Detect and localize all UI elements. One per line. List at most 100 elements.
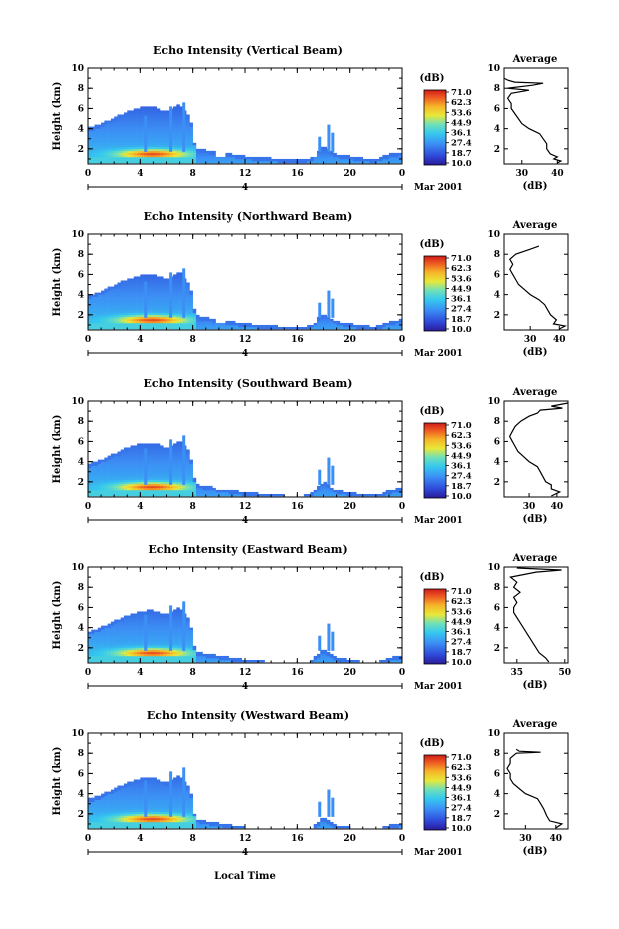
echo-cell — [192, 308, 197, 312]
echo-cell — [117, 785, 122, 788]
echo-cell — [163, 637, 167, 641]
echo-cell — [137, 633, 141, 637]
echo-cell — [159, 322, 164, 326]
echo-cell — [189, 314, 193, 318]
echo-cell — [133, 152, 138, 156]
echo-cell — [140, 659, 144, 663]
echo-cell — [97, 637, 102, 641]
echo-cell — [215, 326, 220, 330]
echo-cell — [114, 789, 118, 792]
echo-cell — [97, 819, 102, 823]
echo-cell — [395, 322, 400, 326]
echo-cell — [88, 318, 92, 322]
echo-cell — [163, 647, 167, 651]
echo-cell — [88, 825, 92, 829]
echo-cell — [173, 781, 177, 784]
echo-cell — [307, 326, 311, 330]
echo-cell — [137, 459, 141, 462]
echo-cell — [388, 152, 393, 156]
echo-cell — [179, 637, 184, 641]
echo-cell — [140, 106, 144, 109]
echo-cell — [94, 819, 99, 823]
echo-cell — [107, 799, 112, 803]
echo-cell — [222, 156, 226, 160]
echo-cell — [146, 465, 151, 468]
echo-cell — [127, 461, 131, 464]
echo-cell — [137, 489, 141, 493]
echo-cell — [173, 493, 177, 497]
echo-cell — [120, 286, 125, 289]
colorbar-tick-label: 71.0 — [451, 88, 472, 98]
echo-cell — [94, 300, 99, 304]
echo-cell — [303, 326, 308, 330]
echo-cell — [173, 819, 177, 823]
echo-cell — [140, 451, 144, 454]
echo-cell — [176, 461, 180, 464]
echo-cell — [156, 160, 161, 164]
echo-cell — [114, 625, 118, 628]
echo-cell — [264, 156, 269, 160]
echo-cell — [104, 124, 108, 127]
echo-cell — [140, 132, 144, 135]
echo-cell — [192, 483, 197, 487]
echo-cell — [153, 146, 157, 150]
echo-cell — [166, 623, 171, 626]
echo-cell — [235, 154, 239, 158]
echo-cell — [114, 471, 118, 475]
echo-cell — [143, 651, 148, 655]
echo-cell — [117, 284, 122, 287]
echo-cell — [101, 146, 105, 150]
echo-cell — [104, 797, 108, 800]
echo-cell — [140, 489, 144, 493]
echo-cell — [156, 112, 161, 115]
echo-cell — [264, 326, 269, 330]
echo-cell — [159, 821, 164, 825]
echo-cell — [137, 134, 141, 138]
echo-cell — [176, 106, 180, 109]
echo-cell — [146, 655, 151, 659]
echo-cell — [123, 324, 128, 328]
echo-cell — [176, 156, 180, 160]
echo-cell — [150, 300, 154, 304]
echo-cell — [163, 120, 167, 123]
echo-cell — [153, 160, 157, 164]
echo-cell — [127, 783, 131, 786]
echo-cell — [192, 651, 197, 655]
echo-cell — [104, 647, 108, 651]
echo-cell — [153, 158, 157, 162]
echo-cell — [114, 138, 118, 142]
echo-cell — [156, 467, 161, 471]
echo-cell — [88, 312, 92, 316]
echo-cell — [104, 481, 108, 485]
profile-y-label: 8 — [494, 84, 500, 94]
echo-cell — [169, 491, 174, 495]
echo-cell — [189, 304, 193, 308]
echo-cell — [159, 282, 164, 285]
echo-cell — [186, 322, 190, 326]
echo-cell — [114, 795, 118, 798]
echo-cell — [189, 146, 193, 150]
echo-cell — [186, 465, 190, 468]
echo-cell — [110, 122, 115, 125]
echo-cell — [91, 801, 95, 805]
echo-cell — [316, 485, 321, 489]
echo-cell — [326, 487, 331, 491]
echo-cell — [385, 158, 390, 162]
echo-cell — [323, 318, 328, 322]
echo-cell — [153, 308, 157, 312]
echo-cell — [156, 443, 161, 446]
echo-cell — [166, 637, 171, 641]
echo-cell — [215, 657, 220, 661]
echo-cell — [166, 158, 171, 162]
echo-cell — [330, 657, 334, 661]
echo-cell — [228, 324, 233, 328]
echo-cell — [153, 823, 157, 827]
echo-cell — [166, 304, 171, 308]
echo-cell — [91, 126, 95, 129]
echo-cell — [326, 483, 331, 487]
echo-cell — [330, 320, 334, 324]
echo-cell — [150, 114, 154, 117]
echo-cell — [176, 815, 180, 819]
echo-cell — [153, 447, 157, 450]
echo-cell — [343, 160, 347, 164]
